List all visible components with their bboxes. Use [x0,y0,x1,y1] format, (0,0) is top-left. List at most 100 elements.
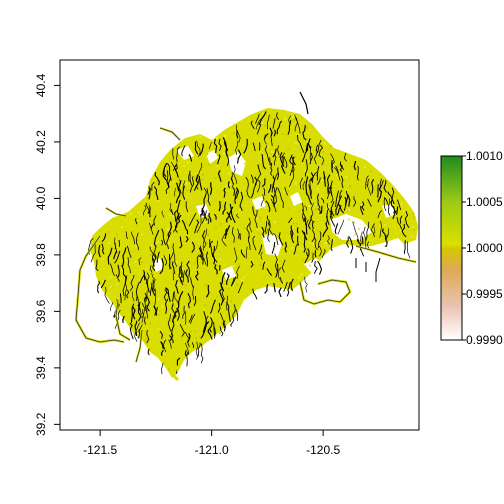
stream-segment [304,248,310,264]
stream-segment [107,247,113,265]
stream-segment [144,292,148,302]
stream-segment [320,205,323,214]
stream-segment [266,114,270,130]
y-axis: 39.2 39.4 39.6 39.8 40.0 40.2 40.4 [34,73,60,436]
raster-cell [265,193,268,196]
stream-segment [267,184,272,193]
raster-cell [157,328,160,331]
stream-segment [273,233,279,246]
stream-segment [190,314,196,324]
stream-segment [171,243,175,257]
stream-segment [135,218,138,225]
raster-cell [140,213,143,216]
stream-segment [174,292,180,306]
stream-segment [222,137,227,154]
stream-segment [126,245,132,258]
stream-segment [114,237,118,254]
stream-segment [396,217,403,230]
raster-cell [218,332,221,335]
stream-segment [339,189,343,199]
stream-segment [269,127,273,136]
raster-cell [319,243,322,246]
stream-segment [117,264,120,278]
stream-segment [104,286,110,304]
raster-cell [300,273,303,276]
stream-segment [321,156,325,166]
raster-cell [306,248,309,251]
stream-segment [403,240,406,254]
stream-segment [209,240,214,258]
stream-segment [162,339,166,350]
stream-segment [90,241,97,263]
raster-cell [316,187,319,190]
stream-network [87,111,411,375]
raster-cell [120,226,123,229]
stream-segment [151,282,156,296]
stream-segment [396,199,402,211]
stream-segment [334,223,339,235]
stream-segment [166,170,170,188]
raster-cell [265,234,268,237]
raster-cell [230,300,233,303]
raster-cell [185,307,188,310]
stream-segment [181,219,189,235]
stream-segment [151,181,155,191]
stream-segment [276,167,280,180]
stream-segment [213,138,218,154]
stream-segment [184,350,187,357]
stream-segment [331,160,334,173]
x-tick-label: -121.5 [83,443,117,457]
stream-segment [236,130,239,139]
raster-cell [412,228,415,231]
stream-segment [265,200,271,213]
stream-segment [95,259,99,272]
stream-segment [243,138,248,154]
stream-segment [266,268,273,276]
raster-cell [400,206,403,208]
raster-cell [411,225,414,228]
stream-segment [297,235,299,246]
stream-segment [151,273,156,284]
stream-segment [207,329,213,340]
stream-segment [175,199,181,221]
stream-segment [159,258,164,275]
stream-segment [125,231,128,240]
raster-cell [109,275,112,278]
raster-cell [220,201,223,204]
raster-cell [299,247,302,250]
raster-cell [206,153,209,156]
stream-segment [271,175,275,193]
stream-segment [307,215,312,230]
stream-segment [229,203,236,223]
stream-segment [258,244,263,255]
stream-segment [301,144,309,163]
stream-segment [151,247,157,262]
raster-cell [383,224,386,226]
raster-cell [324,242,327,245]
stream-segment [163,287,168,302]
stream-segment [271,241,276,255]
stream-segment [286,281,291,297]
stream-segment [309,152,313,165]
raster-cell [259,217,262,220]
stream-segment [279,151,285,167]
stream-segment [316,166,320,177]
stream-segment [199,143,204,156]
stream-segment [377,189,383,203]
raster-cell [214,177,217,180]
raster-cell [228,183,231,186]
stream-segment [137,303,142,322]
stream-segment [264,145,272,166]
stream-segment [284,241,287,253]
stream-segment [219,326,224,337]
stream-segment [208,212,212,223]
stream-segment [379,220,382,238]
stream-segment [233,165,238,184]
raster-cell [307,146,310,149]
stream-segment [248,217,252,233]
raster-cell [271,151,273,153]
stream-segment [182,305,185,319]
stream-segment [246,222,251,239]
raster-cell [273,220,276,223]
stream-segment [392,210,397,220]
